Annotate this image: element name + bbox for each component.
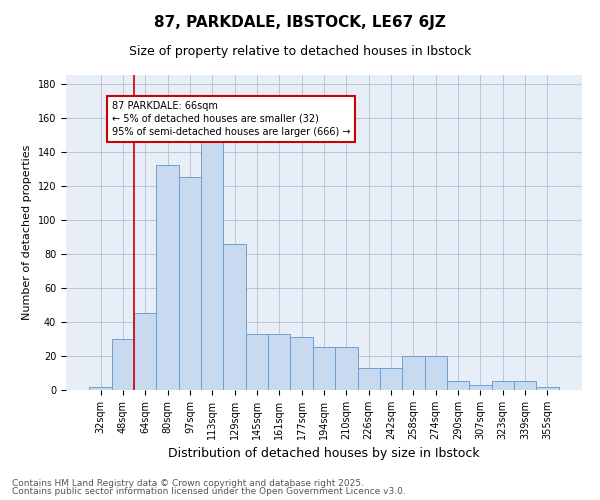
Text: Contains public sector information licensed under the Open Government Licence v3: Contains public sector information licen… — [12, 487, 406, 496]
Bar — [246, 334, 268, 390]
Bar — [290, 337, 313, 390]
Bar — [491, 382, 514, 390]
Bar — [514, 382, 536, 390]
Text: 87, PARKDALE, IBSTOCK, LE67 6JZ: 87, PARKDALE, IBSTOCK, LE67 6JZ — [154, 15, 446, 30]
Text: Size of property relative to detached houses in Ibstock: Size of property relative to detached ho… — [129, 45, 471, 58]
Bar — [536, 386, 559, 390]
Bar — [89, 386, 112, 390]
Bar — [313, 348, 335, 390]
Y-axis label: Number of detached properties: Number of detached properties — [22, 145, 32, 320]
X-axis label: Distribution of detached houses by size in Ibstock: Distribution of detached houses by size … — [168, 448, 480, 460]
Bar — [157, 165, 179, 390]
Bar — [112, 339, 134, 390]
Bar — [380, 368, 402, 390]
Bar — [425, 356, 447, 390]
Bar — [447, 382, 469, 390]
Bar — [179, 177, 201, 390]
Bar — [223, 244, 246, 390]
Bar — [358, 368, 380, 390]
Bar — [469, 385, 491, 390]
Bar — [402, 356, 425, 390]
Bar — [335, 348, 358, 390]
Bar — [134, 314, 157, 390]
Text: Contains HM Land Registry data © Crown copyright and database right 2025.: Contains HM Land Registry data © Crown c… — [12, 478, 364, 488]
Bar — [268, 334, 290, 390]
Text: 87 PARKDALE: 66sqm
← 5% of detached houses are smaller (32)
95% of semi-detached: 87 PARKDALE: 66sqm ← 5% of detached hous… — [112, 100, 350, 137]
Bar — [201, 134, 223, 390]
